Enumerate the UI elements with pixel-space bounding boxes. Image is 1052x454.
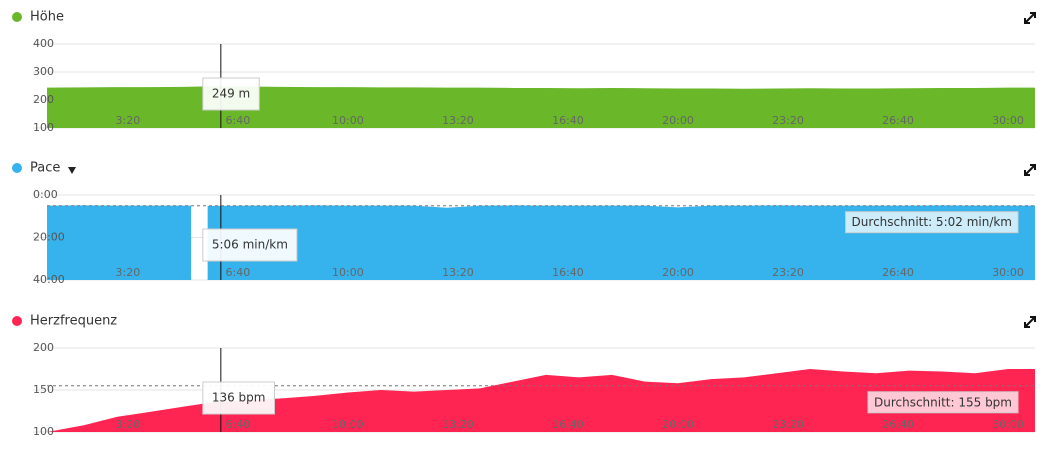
x-tick-label: 30:00 — [992, 418, 1024, 431]
y-tick-label: 20:00 — [33, 231, 65, 244]
x-tick-label: 13:20 — [442, 114, 474, 127]
x-tick-label: 23:20 — [772, 266, 804, 279]
legend-dot — [12, 12, 22, 22]
x-tick-label: 30:00 — [992, 266, 1024, 279]
x-tick-label: 10:00 — [332, 418, 364, 431]
average-box — [845, 211, 1019, 234]
x-tick-label: 16:40 — [552, 266, 584, 279]
y-tick-label: 400 — [33, 37, 54, 50]
chart-title: Herzfrequenz — [30, 314, 117, 329]
tooltip-box — [202, 77, 260, 111]
x-tick-label: 20:00 — [662, 114, 694, 127]
x-tick-label: 16:40 — [552, 114, 584, 127]
expand-icon[interactable] — [1024, 316, 1036, 328]
x-tick-label: 20:00 — [662, 266, 694, 279]
average-box — [867, 391, 1019, 414]
y-tick-label: 150 — [33, 383, 54, 396]
area — [47, 369, 1035, 432]
average-text: Durchschnitt: 155 bpm — [874, 395, 1012, 409]
x-tick-label: 30:00 — [992, 114, 1024, 127]
y-tick-label: 300 — [33, 65, 54, 78]
tooltip-box — [202, 228, 298, 262]
y-tick-label: 200 — [33, 341, 54, 354]
x-tick-label: 3:20 — [116, 266, 141, 279]
area — [47, 86, 1035, 128]
legend-dot — [12, 316, 22, 326]
chart-title: Höhe — [30, 10, 64, 25]
dropdown-arrow[interactable] — [68, 167, 76, 174]
tooltip-box — [202, 381, 275, 415]
x-tick-label: 6:40 — [226, 266, 251, 279]
y-tick-label: 100 — [33, 425, 54, 438]
tooltip-text: 5:06 min/km — [212, 238, 288, 252]
y-tick-label: 40:00 — [33, 273, 65, 286]
average-label: Durchschnitt: 5:02 min/km — [845, 211, 1019, 234]
x-tick-label: 26:40 — [882, 418, 914, 431]
average-label: Durchschnitt: 155 bpm — [867, 391, 1019, 414]
x-tick-label: 16:40 — [552, 418, 584, 431]
y-tick-label: 200 — [33, 93, 54, 106]
chart-title: Pace — [30, 161, 60, 176]
expand-icons — [1024, 12, 1036, 328]
x-tick-label: 6:40 — [226, 114, 251, 127]
x-tick-label: 26:40 — [882, 114, 914, 127]
expand-icon[interactable] — [1024, 12, 1036, 24]
x-tick-label: 10:00 — [332, 114, 364, 127]
x-tick-label: 20:00 — [662, 418, 694, 431]
x-tick-label: 26:40 — [882, 266, 914, 279]
y-tick-label: 0:00 — [33, 188, 58, 201]
x-tick-label: 3:20 — [116, 418, 141, 431]
y-tick-label: 100 — [33, 121, 54, 134]
tooltip-text: 249 m — [212, 87, 250, 101]
x-tick-label: 23:20 — [772, 114, 804, 127]
average-text: Durchschnitt: 5:02 min/km — [852, 215, 1012, 229]
x-tick-label: 3:20 — [116, 114, 141, 127]
x-tick-label: 10:00 — [332, 266, 364, 279]
x-tick-label: 13:20 — [442, 418, 474, 431]
x-tick-label: 6:40 — [226, 418, 251, 431]
expand-icon[interactable] — [1024, 164, 1036, 176]
x-tick-label: 23:20 — [772, 418, 804, 431]
legend-dot — [12, 163, 22, 173]
x-tick-label: 13:20 — [442, 266, 474, 279]
tooltip-text: 136 bpm — [212, 391, 266, 405]
